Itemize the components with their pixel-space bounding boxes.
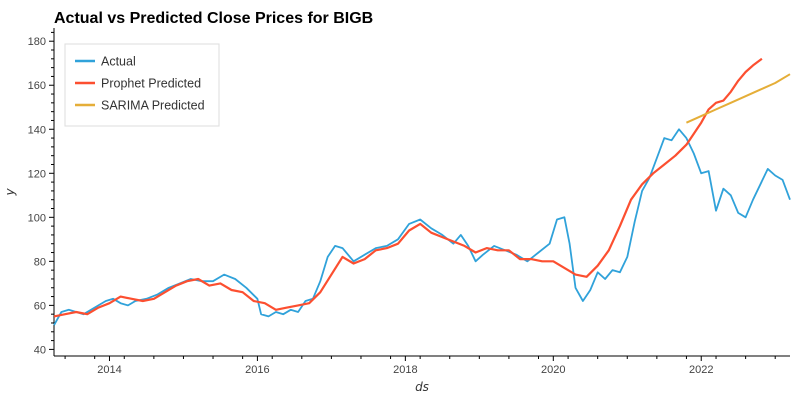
series-line-actual [53,128,791,326]
y-tick-label: 80 [34,256,46,268]
series-line-prophet-predicted [53,57,763,318]
legend-label-prophet-predicted: Prophet Predicted [101,77,201,91]
y-axis-title: y [3,188,17,197]
y-tick-label: 100 [28,212,46,224]
series-line-sarima-predicted [685,73,791,124]
chart-title: Actual vs Predicted Close Prices for BIG… [54,10,373,27]
x-tick-label: 2020 [541,364,565,376]
series-layer [53,57,791,326]
x-tick-label: 2022 [689,364,713,376]
y-tick-label: 180 [28,36,46,48]
y-tick-label: 40 [34,344,46,356]
y-tick-label: 160 [28,80,46,92]
y-tick-label: 120 [28,168,46,180]
y-tick-label: 140 [28,124,46,136]
y-tick-label: 60 [34,300,46,312]
legend-label-sarima-predicted: SARIMA Predicted [101,99,205,113]
x-tick-label: 2014 [97,364,121,376]
x-axis-title: ds [415,380,429,394]
x-tick-label: 2018 [393,364,417,376]
x-tick-label: 2016 [245,364,269,376]
legend-label-actual: Actual [101,55,136,69]
ticks: 2014 2016 2018 2020 2022 40 60 80 100 120 140 160 18… [28,31,776,376]
axes [53,28,790,357]
legend-box [64,43,220,127]
legend: Actual Prophet Predicted SARIMA Predicted [64,43,220,127]
